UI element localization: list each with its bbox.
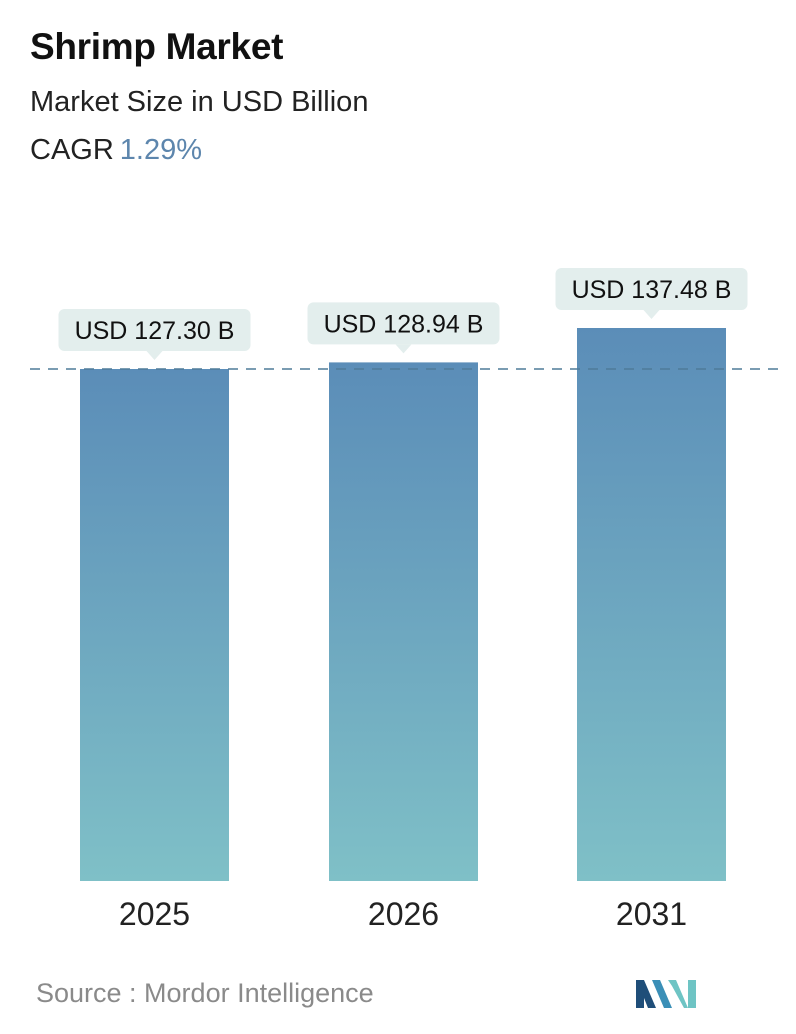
bar-2026 — [329, 362, 478, 881]
labels-layer: 2025 USD 127.30 B 2026 USD 128.94 B 2031 USD … — [58, 268, 748, 932]
logo-shape-right — [668, 980, 696, 1008]
callout-box — [58, 309, 251, 351]
bar-chart: 2025 USD 127.30 B 2026 USD 128.94 B 2031 USD … — [30, 268, 786, 932]
cagr-value: 1.29% — [119, 134, 203, 166]
callout-pointer — [146, 351, 163, 360]
x-tick-label-2026: 2026 — [368, 896, 439, 932]
data-label-2026: USD 128.94 B — [324, 310, 484, 338]
callout-pointer — [395, 344, 412, 354]
value-callout-2025: USD 127.30 B — [58, 309, 251, 360]
source-note: Source : Mordor Intelligence — [36, 978, 374, 1008]
chart-subtitle: Market Size in USD Billion — [30, 86, 369, 118]
cagr-line: CAGR 1.29% — [30, 134, 202, 167]
bars-layer — [80, 328, 726, 881]
callout-box — [555, 268, 748, 310]
value-callout-2026: USD 128.94 B — [307, 302, 500, 354]
x-tick-label-2031: 2031 — [616, 896, 687, 932]
x-tick-label-2025: 2025 — [119, 896, 190, 932]
logo-shape-middle — [652, 980, 672, 1008]
logo-shape-left — [636, 980, 656, 1008]
cagr-label: CAGR — [30, 134, 114, 166]
bar-2031 — [577, 328, 726, 881]
callout-pointer — [643, 310, 660, 319]
callout-box — [307, 302, 500, 345]
data-label-2031: USD 137.48 B — [572, 276, 732, 304]
mordor-intelligence-logo-icon — [636, 980, 696, 1008]
bar-2025 — [80, 369, 229, 881]
chart-title: Shrimp Market — [30, 26, 284, 67]
data-label-2025: USD 127.30 B — [75, 317, 235, 345]
value-callout-2031: USD 137.48 B — [555, 268, 748, 319]
